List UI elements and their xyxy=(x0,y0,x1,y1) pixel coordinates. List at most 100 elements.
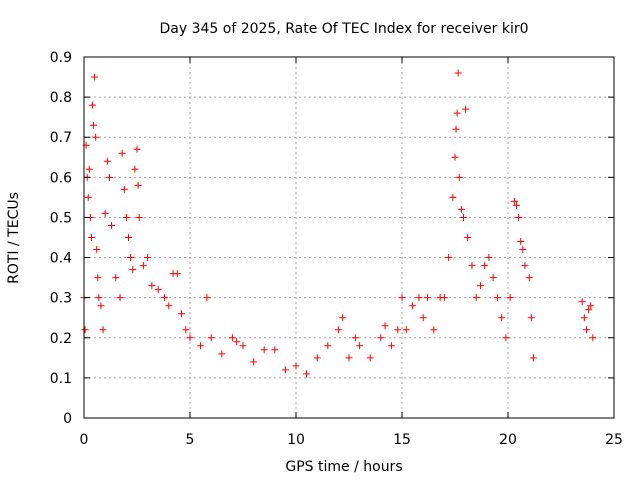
x-axis-label: GPS time / hours xyxy=(285,459,402,475)
data-point xyxy=(87,234,95,241)
data-point xyxy=(580,314,588,322)
data-point xyxy=(587,302,595,310)
data-point xyxy=(95,294,103,302)
data-point xyxy=(207,334,215,342)
data-point xyxy=(112,274,120,282)
y-tick-label: 0.7 xyxy=(50,130,72,146)
data-point xyxy=(116,294,124,302)
data-point xyxy=(485,254,493,262)
x-tick-label: 10 xyxy=(287,432,305,448)
data-point xyxy=(398,294,406,302)
data-point xyxy=(430,326,438,334)
data-point xyxy=(125,234,133,241)
data-point xyxy=(459,213,467,221)
data-point xyxy=(91,73,99,81)
data-point xyxy=(445,254,453,262)
data-point xyxy=(144,254,152,262)
y-axis-ticks: 0 0.1 0.2 0.3 0.4 0.5 0.6 0.7 0.8 0.9 xyxy=(50,50,614,427)
data-point xyxy=(481,262,489,270)
data-point xyxy=(118,149,126,157)
data-point xyxy=(381,322,389,330)
data-point xyxy=(457,205,465,213)
data-point xyxy=(527,314,535,322)
y-tick-label: 0 xyxy=(63,411,72,427)
data-point xyxy=(519,246,527,254)
data-point xyxy=(489,274,497,282)
data-point xyxy=(182,326,190,334)
data-point xyxy=(476,282,484,290)
data-point xyxy=(529,354,537,362)
data-point xyxy=(512,201,520,209)
data-point xyxy=(303,370,311,378)
x-tick-label: 25 xyxy=(605,432,623,448)
data-point xyxy=(260,346,268,354)
data-point xyxy=(452,125,460,133)
data-point xyxy=(250,358,258,366)
data-point xyxy=(93,246,101,254)
data-point xyxy=(510,197,518,205)
data-point xyxy=(502,334,510,342)
data-point xyxy=(281,366,289,374)
data-point xyxy=(454,69,462,77)
data-point xyxy=(94,274,102,282)
data-point xyxy=(578,298,586,306)
y-tick-label: 0.4 xyxy=(50,251,72,267)
data-point xyxy=(462,105,470,113)
y-tick-label: 0.9 xyxy=(50,50,72,66)
data-point xyxy=(129,266,137,274)
data-point xyxy=(423,294,431,302)
data-point xyxy=(525,274,533,282)
data-point xyxy=(419,314,427,322)
data-point xyxy=(154,286,162,294)
data-point xyxy=(97,302,105,310)
data-points xyxy=(80,69,597,378)
data-point xyxy=(464,234,472,241)
data-point xyxy=(582,326,590,334)
data-point xyxy=(506,294,514,302)
data-point xyxy=(81,326,89,334)
data-point xyxy=(161,294,169,302)
grid xyxy=(84,57,614,418)
data-point xyxy=(197,342,205,350)
data-point xyxy=(468,262,476,270)
data-point xyxy=(472,294,480,302)
data-point xyxy=(292,362,300,370)
data-point xyxy=(135,213,143,221)
data-point xyxy=(165,302,173,310)
y-tick-label: 0.3 xyxy=(50,291,72,307)
data-point xyxy=(239,342,247,350)
data-point xyxy=(134,181,142,189)
data-point xyxy=(108,221,116,229)
data-point xyxy=(103,157,111,165)
data-point xyxy=(90,121,98,129)
data-point xyxy=(131,165,139,173)
x-tick-label: 20 xyxy=(499,432,517,448)
data-point xyxy=(99,326,107,334)
data-point xyxy=(127,254,135,262)
y-axis-label: ROTI / TECUs xyxy=(6,192,22,284)
data-point xyxy=(517,238,525,246)
data-point xyxy=(178,310,186,318)
chart-title: Day 345 of 2025, Rate Of TEC Index for r… xyxy=(159,21,528,37)
data-point xyxy=(105,173,113,181)
y-tick-label: 0.5 xyxy=(50,210,72,226)
data-point xyxy=(356,342,364,350)
data-point xyxy=(324,342,332,350)
data-point xyxy=(84,193,92,201)
data-point xyxy=(493,294,501,302)
data-point xyxy=(387,342,395,350)
data-point xyxy=(122,213,130,221)
data-point xyxy=(334,326,342,334)
data-point xyxy=(218,350,226,358)
data-point xyxy=(440,294,448,302)
data-point xyxy=(173,270,181,278)
data-point xyxy=(453,109,461,117)
data-point xyxy=(402,326,410,334)
data-point xyxy=(203,294,211,302)
data-point xyxy=(233,338,241,346)
x-tick-label: 5 xyxy=(186,432,195,448)
data-point xyxy=(339,314,347,322)
data-point xyxy=(377,334,385,342)
y-tick-label: 0.2 xyxy=(50,331,72,347)
data-point xyxy=(515,213,523,221)
